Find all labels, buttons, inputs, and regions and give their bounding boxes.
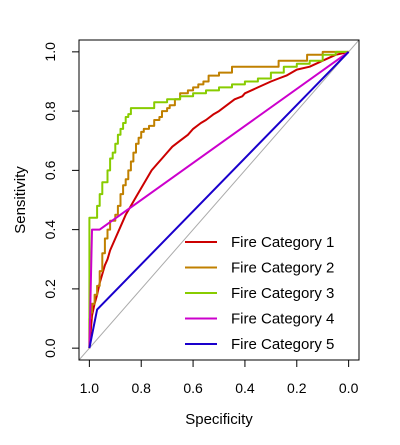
y-tick-label: 0.4	[42, 220, 58, 240]
y-tick-label: 0.2	[42, 279, 58, 299]
x-tick-label: 0.0	[339, 380, 359, 396]
legend-label: Fire Category 4	[231, 311, 334, 328]
axes: 1.0 0.8 0.6 0.4 0.2 0.0 0.0 0.2 0.4 0.6 0.8 1.0	[42, 39, 360, 396]
legend-label: Fire Category 3	[231, 285, 334, 302]
y-axis-label: Sensitivity	[12, 166, 29, 234]
series-line-fire-category-1	[88, 50, 349, 349]
y-tick-label: 1.0	[42, 42, 58, 62]
y-tick-label: 0.8	[42, 101, 58, 121]
legend-label: Fire Category 1	[231, 234, 334, 251]
x-axis-label: Specificity	[185, 411, 253, 428]
plot-area	[79, 40, 359, 360]
series-line-fire-category-4	[88, 51, 350, 349]
plot-frame	[78, 39, 360, 361]
series-line-fire-category-5	[88, 51, 350, 349]
legend-label: Fire Category 2	[231, 260, 334, 277]
legend: Fire Category 1 Fire Category 2 Fire Categ…	[185, 234, 334, 353]
x-tick-label: 1.0	[80, 380, 100, 396]
x-tick-label: 0.6	[183, 380, 203, 396]
y-tick-label: 0.0	[42, 338, 58, 358]
x-tick-label: 0.8	[131, 380, 151, 396]
legend-label: Fire Category 5	[231, 336, 334, 353]
reference-diagonal-line	[79, 40, 359, 360]
series-line-fire-category-2	[88, 50, 349, 349]
y-tick-label: 0.6	[42, 160, 58, 180]
series-line-fire-category-3	[88, 50, 349, 349]
x-tick-label: 0.2	[287, 380, 307, 396]
x-tick-label: 0.4	[235, 380, 255, 396]
